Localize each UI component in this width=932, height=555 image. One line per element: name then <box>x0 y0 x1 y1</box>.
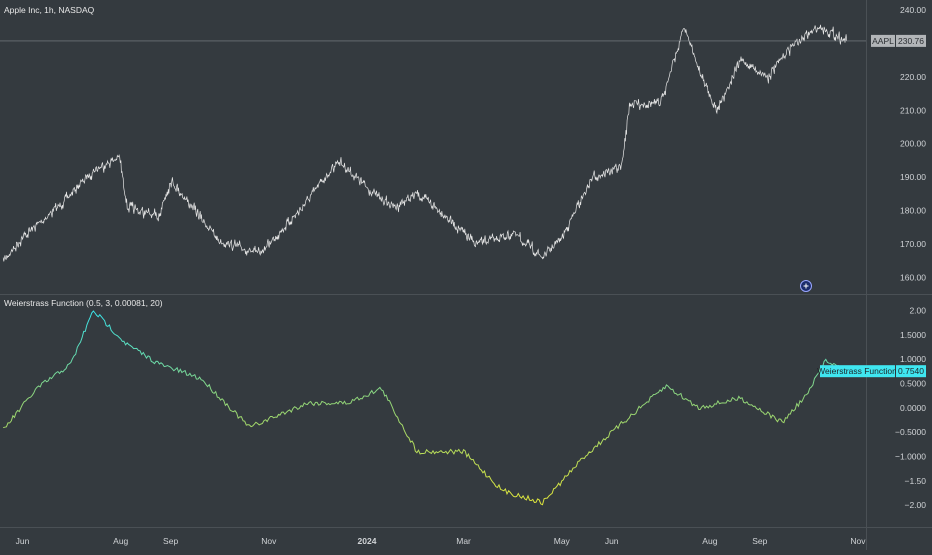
indicator-axis-tick-label-2: 1.0000 <box>900 354 926 364</box>
indicator-axis-tick-label-8: −2.00 <box>904 500 926 510</box>
x-axis-label-1: Aug <box>113 536 128 546</box>
indicator-tag-name: Weierstrass Function <box>817 366 897 376</box>
indicator-axis-tick-label-1: 1.5000 <box>900 330 926 340</box>
x-axis-label-2: Sep <box>163 536 178 546</box>
indicator-axis-tick-label-7: −1.50 <box>904 476 926 486</box>
indicator-series-line <box>3 310 846 506</box>
price-tag-value: 230.76 <box>898 36 924 46</box>
x-axis-label-5: Mar <box>456 536 471 546</box>
price-axis-tick-label-6: 180.00 <box>900 205 926 215</box>
indicator-tag-name-box <box>820 365 895 378</box>
price-axis-tick-label-7: 170.00 <box>900 239 926 249</box>
indicator-axis-tick-label-0: 2.00 <box>909 306 926 316</box>
indicator-tag-value: 0.7540 <box>898 366 924 376</box>
price-axis-tick-label-8: 160.00 <box>900 272 926 282</box>
x-axis-label-6: May <box>554 536 571 546</box>
indicator-axis-tick-label-4: 0.0000 <box>900 403 926 413</box>
x-axis-label-9: Sep <box>752 536 767 546</box>
price-axis-tick-label-5: 190.00 <box>900 172 926 182</box>
price-tag-value-box <box>896 34 926 47</box>
add-marker-plus <box>803 283 809 289</box>
x-axis-label-0: Jun <box>16 536 30 546</box>
x-axis-label-7: Jun <box>605 536 619 546</box>
x-axis-label-4: 2024 <box>358 536 377 546</box>
indicator-axis-tick-label-3: 0.5000 <box>900 379 926 389</box>
indicator-title: Weierstrass Function (0.5, 3, 0.00081, 2… <box>4 298 163 308</box>
indicator-tag-value-box <box>896 365 926 378</box>
price-axis-tick-label-0: 240.00 <box>900 5 926 15</box>
price-axis-tick-label-4: 200.00 <box>900 139 926 149</box>
indicator-axis-tick-label-6: −1.0000 <box>895 451 926 461</box>
indicator-tag: Weierstrass Function 0.7540 <box>817 365 926 378</box>
price-tag-symbol: AAPL <box>872 36 894 46</box>
price-tag: AAPL 230.76 <box>871 34 926 47</box>
price-axis-tick-label-3: 210.00 <box>900 105 926 115</box>
price-tag-symbol-box <box>871 34 895 47</box>
indicator-axis-tick-label-5: −0.5000 <box>895 427 926 437</box>
x-axis-label-10: Nov <box>850 536 866 546</box>
x-axis-label-3: Nov <box>261 536 277 546</box>
x-axis-label-8: Aug <box>702 536 717 546</box>
price-series-line <box>2 24 848 262</box>
add-marker-icon <box>800 280 812 292</box>
price-chart-title: Apple Inc, 1h, NASDAQ <box>4 5 95 15</box>
price-axis-tick-label-2: 220.00 <box>900 72 926 82</box>
